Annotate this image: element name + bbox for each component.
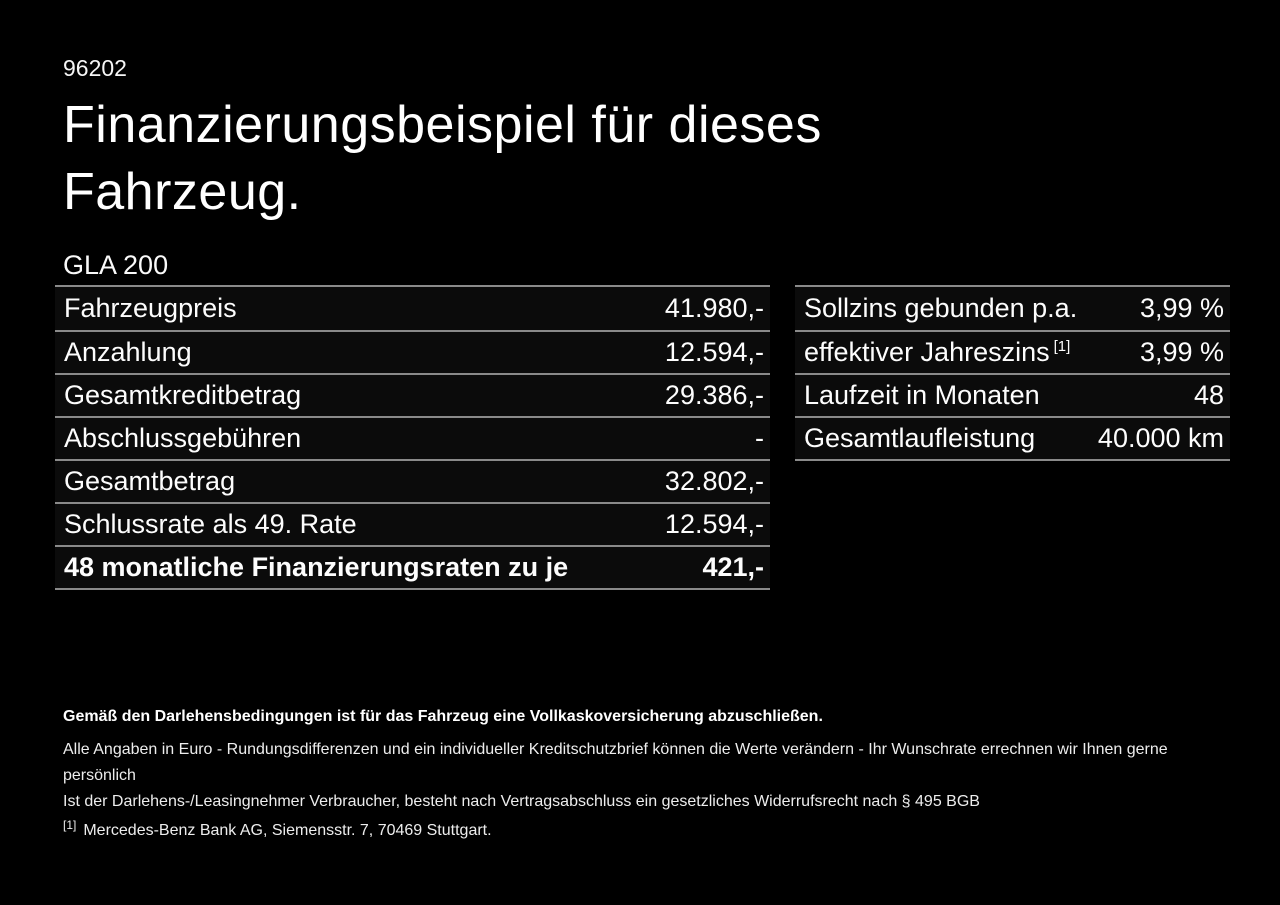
row-label: Gesamtbetrag bbox=[64, 466, 236, 496]
row-value: 12.594,- bbox=[664, 337, 764, 367]
row-label: Gesamtkreditbetrag bbox=[64, 380, 302, 410]
table-row-monthly-rate: 48 monatliche Finanzierungsraten zu je 4… bbox=[55, 545, 770, 588]
table-row-gesamtbetrag: Gesamtbetrag 32.802,- bbox=[55, 459, 770, 502]
footer-disclaimer: Gemäß den Darlehensbedingungen ist für d… bbox=[63, 706, 1220, 844]
page-title: Finanzierungsbeispiel für dieses Fahrzeu… bbox=[63, 92, 822, 226]
row-label: Laufzeit in Monaten bbox=[804, 380, 1040, 410]
page-code: 96202 bbox=[63, 55, 127, 81]
footnote-ref: [1] bbox=[1053, 338, 1071, 355]
row-value: 3,99 % bbox=[1139, 337, 1224, 367]
table-row-effektiver-jahreszins: effektiver Jahreszins [1] 3,99 % bbox=[795, 330, 1230, 373]
table-row-fahrzeugpreis: Fahrzeugpreis 41.980,- bbox=[55, 287, 770, 330]
table-row-abschlussgebuehren: Abschlussgebühren - bbox=[55, 416, 770, 459]
row-label: Abschlussgebühren bbox=[64, 423, 302, 453]
table-row-sollzins: Sollzins gebunden p.a. 3,99 % bbox=[795, 287, 1230, 330]
disclaimer-line-2: Ist der Darlehens-/Leasingnehmer Verbrau… bbox=[63, 793, 980, 810]
row-value: 41.980,- bbox=[664, 293, 764, 323]
footnote-marker: [1] bbox=[63, 817, 77, 832]
table-row-schlussrate: Schlussrate als 49. Rate 12.594,- bbox=[55, 502, 770, 545]
insurance-note: Gemäß den Darlehensbedingungen ist für d… bbox=[63, 708, 823, 725]
financing-table-right: Sollzins gebunden p.a. 3,99 % effektiver… bbox=[795, 285, 1230, 461]
row-value: 40.000 km bbox=[1097, 423, 1224, 453]
disclaimer-line-1: Alle Angaben in Euro - Rundungsdifferenz… bbox=[63, 741, 1168, 784]
row-label: Anzahlung bbox=[64, 337, 192, 367]
footnote: [1] Mercedes-Benz Bank AG, Siemensstr. 7,… bbox=[63, 818, 1220, 844]
row-label: 48 monatliche Finanzierungsraten zu je bbox=[64, 552, 569, 582]
vehicle-model: GLA 200 bbox=[63, 250, 169, 280]
financing-table-left: Fahrzeugpreis 41.980,- Anzahlung 12.594,… bbox=[55, 285, 770, 590]
table-row-gesamtkreditbetrag: Gesamtkreditbetrag 29.386,- bbox=[55, 373, 770, 416]
row-label: Gesamtlaufleistung bbox=[804, 423, 1036, 453]
row-value: - bbox=[755, 423, 764, 453]
table-row-laufzeit: Laufzeit in Monaten 48 bbox=[795, 373, 1230, 416]
table-row-gesamtlaufleistung: Gesamtlaufleistung 40.000 km bbox=[795, 416, 1230, 459]
row-value: 48 bbox=[1193, 380, 1224, 410]
row-label-text: effektiver Jahreszins bbox=[804, 337, 1050, 367]
row-value: 3,99 % bbox=[1139, 293, 1224, 323]
row-value: 12.594,- bbox=[664, 509, 764, 539]
row-value: 32.802,- bbox=[664, 466, 764, 496]
row-value: 29.386,- bbox=[664, 380, 764, 410]
table-row-anzahlung: Anzahlung 12.594,- bbox=[55, 330, 770, 373]
footnote-text: Mercedes-Benz Bank AG, Siemensstr. 7, 70… bbox=[83, 822, 492, 839]
row-label: Schlussrate als 49. Rate bbox=[64, 509, 357, 539]
page-title-line-1: Finanzierungsbeispiel für dieses bbox=[63, 96, 822, 154]
page-title-line-2: Fahrzeug. bbox=[63, 163, 302, 221]
row-label: effektiver Jahreszins [1] bbox=[804, 337, 1070, 368]
row-label: Sollzins gebunden p.a. bbox=[804, 293, 1078, 323]
row-label: Fahrzeugpreis bbox=[64, 293, 237, 323]
row-value: 421,- bbox=[702, 552, 764, 582]
